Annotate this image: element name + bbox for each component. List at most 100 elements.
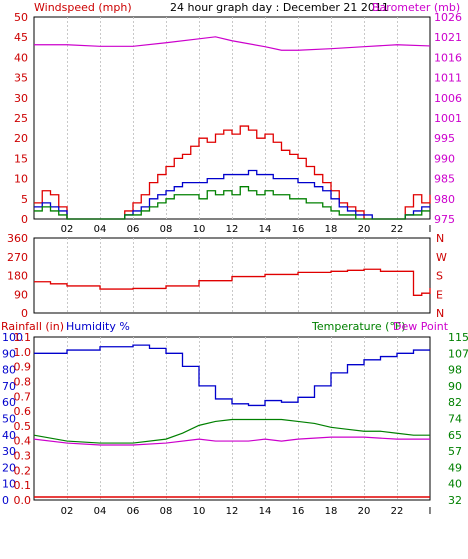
x-tick-label: 08 [160, 224, 173, 235]
humidity-label: Humidity % [66, 320, 130, 333]
humidity-line [34, 344, 430, 407]
wind-series-2 [34, 186, 430, 220]
x-tick-label: 04 [94, 506, 107, 517]
tick-label: 1021 [434, 31, 462, 44]
tick-label: 980 [434, 193, 455, 206]
humidity-tick: 70 [2, 380, 16, 393]
tick-label: 1001 [434, 112, 462, 125]
x-tick-label: 10 [193, 224, 206, 235]
rain-tick: 1.0 [14, 346, 32, 359]
rain-tick: 0.0 [14, 494, 32, 507]
tick-label: 30 [14, 92, 28, 105]
rainfall-label: Rainfall (in) [1, 320, 64, 333]
humidity-tick: 40 [2, 429, 16, 442]
humidity-tick: 60 [2, 396, 16, 409]
x-tick-label: 10 [193, 506, 206, 517]
temp-tick: 49 [448, 461, 462, 474]
humidity-temperature-panel: 0 10 20 30 40 50 60 70 80 90 100 0.0 0.1 0.20.3 0.4 0.5… [2, 331, 468, 517]
wind-series-0 [34, 125, 431, 220]
rain-tick: 1.1 [14, 331, 32, 344]
tick-label: 50 [14, 11, 28, 24]
tick-label: 1026 [434, 11, 462, 24]
temp-tick: 115 [448, 331, 468, 344]
temp-tick: 32 [448, 494, 462, 507]
temperature-label: Temperature (°F) [311, 320, 406, 333]
rain-tick: 0.5 [14, 420, 32, 433]
compass-label: N [436, 307, 444, 320]
temp-tick: 57 [448, 445, 462, 458]
humidity-tick: 100 [2, 331, 23, 344]
rain-tick: 0.4 [14, 435, 32, 448]
temp-tick: 90 [448, 380, 462, 393]
humidity-tick: 20 [2, 461, 16, 474]
tick-label: 1011 [434, 72, 462, 85]
tick-label: 5 [21, 193, 28, 206]
tick-label: 1006 [434, 92, 462, 105]
temp-tick: 98 [448, 364, 462, 377]
graph-title: 24 hour graph day : December 21 2011 [170, 1, 389, 14]
tick-label: 10 [14, 173, 28, 186]
tick-label: 25 [14, 112, 28, 125]
x-tick-label: 16 [292, 224, 305, 235]
tick-label: 995 [434, 132, 455, 145]
humidity-tick: 50 [2, 413, 16, 426]
windspeed-label: Windspeed (mph) [34, 1, 132, 14]
temp-tick: 40 [448, 478, 462, 491]
rain-tick: 0.9 [14, 361, 32, 374]
x-tick-label: 18 [325, 506, 338, 517]
x-tick-label: 14 [259, 506, 272, 517]
humidity-tick: 10 [2, 478, 16, 491]
temp-tick: 74 [448, 413, 462, 426]
x-tick-label: 02 [61, 506, 74, 517]
compass-label: W [436, 251, 447, 264]
dewpoint-label: Dew Point [393, 320, 449, 333]
x-tick-label: 12 [226, 224, 239, 235]
x-tick-label: 06 [127, 224, 140, 235]
x-tick-label: 06 [127, 506, 140, 517]
barometer-line [34, 36, 431, 51]
tick-label: 20 [14, 132, 28, 145]
x-tick-label: 16 [292, 506, 305, 517]
tick-label: 990 [434, 152, 455, 165]
x-tick-label: 14 [259, 224, 272, 235]
x-tick-label: 22 [391, 224, 404, 235]
rain-tick: 0.8 [14, 375, 32, 388]
x-tick-label: I [429, 224, 432, 235]
compass-label: S [436, 270, 443, 283]
tick-label: 15 [14, 152, 28, 165]
x-tick-label: I [429, 506, 432, 517]
rain-tick: 0.2 [14, 464, 32, 477]
rain-tick: 0.3 [14, 450, 32, 463]
x-tick-label: 12 [226, 506, 239, 517]
temp-tick: 65 [448, 429, 462, 442]
x-tick-label: 18 [325, 224, 338, 235]
tick-label: 90 [14, 288, 28, 301]
temp-tick: 107 [448, 347, 468, 360]
tick-label: 270 [7, 251, 28, 264]
x-tick-label: 22 [391, 506, 404, 517]
humidity-tick: 80 [2, 364, 16, 377]
x-tick-label: 20 [358, 506, 371, 517]
x-tick-label: 08 [160, 506, 173, 517]
rain-tick: 0.6 [14, 405, 32, 418]
barometer-label: Barometer (mb) [372, 1, 460, 14]
tick-label: 0 [21, 213, 28, 226]
compass-label: E [436, 288, 443, 301]
humidity-tick: 30 [2, 445, 16, 458]
x-tick-label: 02 [61, 224, 74, 235]
humidity-tick: 0 [2, 494, 9, 507]
x-tick-label: 04 [94, 224, 107, 235]
x-tick-label: 20 [358, 224, 371, 235]
compass-label: N [436, 232, 444, 245]
tick-label: 45 [14, 31, 28, 44]
tick-label: 40 [14, 51, 28, 64]
rain-tick: 0.7 [14, 390, 32, 403]
wind-direction-line [34, 268, 431, 296]
rain-tick: 0.1 [14, 479, 32, 492]
tick-label: 35 [14, 72, 28, 85]
tick-label: 180 [7, 270, 28, 283]
tick-label: 985 [434, 173, 455, 186]
tick-label: 0 [21, 307, 28, 320]
